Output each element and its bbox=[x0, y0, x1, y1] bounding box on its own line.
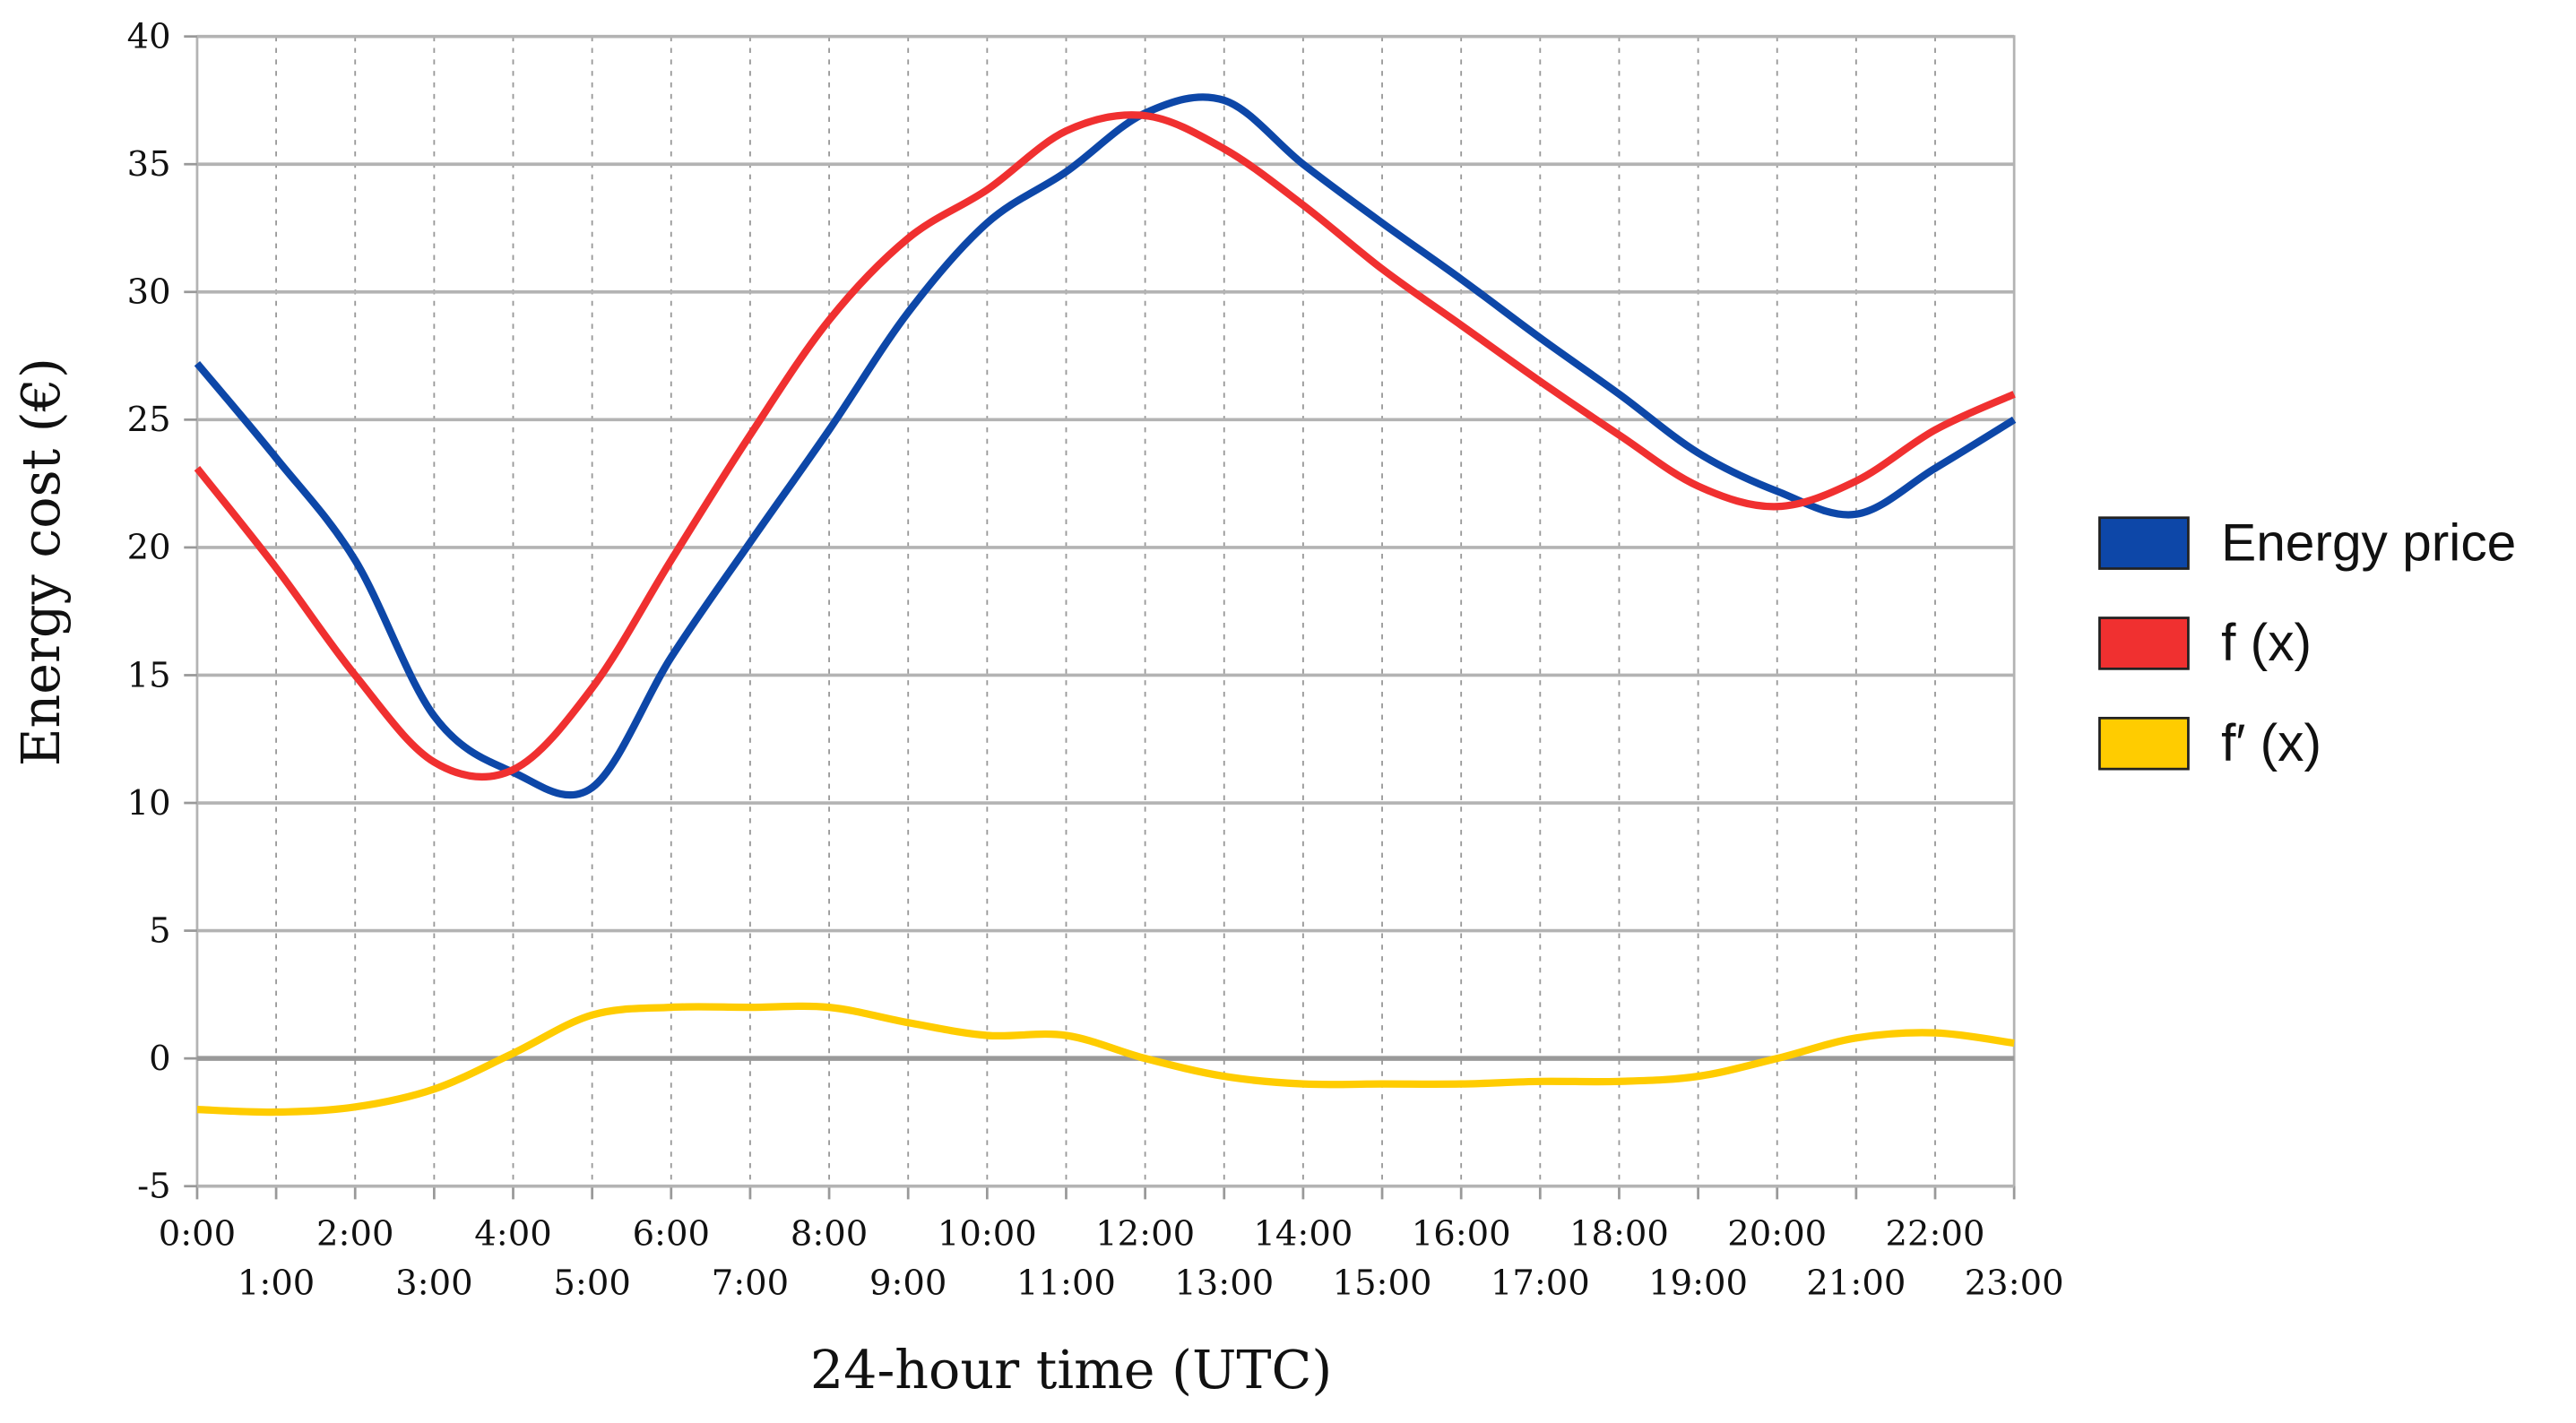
x-tick-label: 17:00 bbox=[1491, 1263, 1590, 1304]
legend-swatch bbox=[2098, 716, 2190, 771]
legend-label: Energy price bbox=[2221, 513, 2516, 572]
series-line bbox=[194, 111, 2016, 781]
x-tick-label: 11:00 bbox=[1016, 1263, 1116, 1304]
legend-label: f′ (x) bbox=[2221, 714, 2321, 772]
y-axis-title: Energy cost (€) bbox=[11, 358, 72, 766]
y-tick-label: 0 bbox=[149, 1039, 171, 1079]
x-tick-label: 18:00 bbox=[1569, 1214, 1669, 1255]
x-tick-label: 0:00 bbox=[159, 1214, 236, 1255]
x-tick-label: 16:00 bbox=[1412, 1214, 1511, 1255]
y-tick-label: 20 bbox=[127, 528, 171, 568]
legend-label: f (x) bbox=[2221, 614, 2312, 672]
x-tick-label: 21:00 bbox=[1806, 1263, 1906, 1304]
y-tick-label: 30 bbox=[127, 272, 171, 313]
x-tick-label: 13:00 bbox=[1174, 1263, 1274, 1304]
x-tick-label: 10:00 bbox=[938, 1214, 1037, 1255]
x-tick-label: 2:00 bbox=[316, 1214, 393, 1255]
series-line bbox=[194, 93, 2017, 799]
x-tick-label: 5:00 bbox=[553, 1263, 630, 1304]
series-line bbox=[196, 1002, 2015, 1117]
x-tick-label: 6:00 bbox=[633, 1214, 710, 1255]
x-tick-label: 9:00 bbox=[869, 1263, 947, 1304]
x-tick-label: 8:00 bbox=[791, 1214, 868, 1255]
x-tick-label: 4:00 bbox=[474, 1214, 551, 1255]
y-tick-label: 15 bbox=[127, 655, 171, 695]
y-tick-label: 25 bbox=[127, 400, 171, 440]
x-tick-label: 14:00 bbox=[1253, 1214, 1353, 1255]
y-tick-label: 40 bbox=[127, 17, 171, 57]
y-tick-label: 35 bbox=[127, 144, 171, 185]
x-tick-label: 19:00 bbox=[1648, 1263, 1748, 1304]
legend-swatch bbox=[2098, 516, 2190, 570]
y-tick-label: 5 bbox=[149, 910, 171, 951]
y-tick-label: 10 bbox=[127, 783, 171, 824]
x-tick-label: 23:00 bbox=[1965, 1263, 2064, 1304]
x-tick-label: 15:00 bbox=[1333, 1263, 1432, 1304]
x-tick-label: 1:00 bbox=[238, 1263, 315, 1304]
x-tick-label: 7:00 bbox=[712, 1263, 789, 1304]
legend-swatch bbox=[2098, 617, 2190, 670]
x-tick-label: 20:00 bbox=[1727, 1214, 1827, 1255]
plot-area bbox=[195, 35, 2016, 1188]
y-tick-label: -5 bbox=[137, 1167, 171, 1207]
x-tick-label: 3:00 bbox=[395, 1263, 472, 1304]
x-tick-label: 12:00 bbox=[1095, 1214, 1195, 1255]
x-axis-title: 24-hour time (UTC) bbox=[810, 1340, 1332, 1401]
x-tick-label: 22:00 bbox=[1886, 1214, 1985, 1255]
